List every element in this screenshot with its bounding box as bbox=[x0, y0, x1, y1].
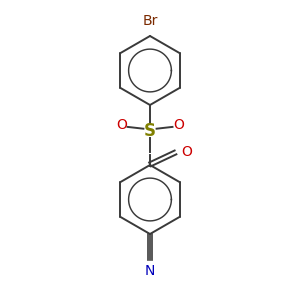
Text: S: S bbox=[144, 122, 156, 140]
Text: O: O bbox=[116, 118, 127, 132]
Text: O: O bbox=[173, 118, 184, 132]
Text: N: N bbox=[145, 264, 155, 278]
Text: Br: Br bbox=[142, 14, 158, 28]
Text: O: O bbox=[182, 146, 192, 159]
